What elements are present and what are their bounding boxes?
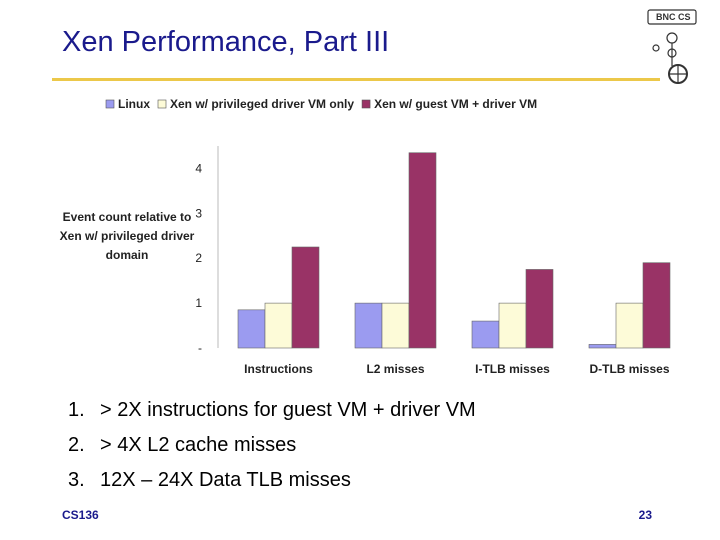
legend-swatch — [105, 99, 115, 109]
bar — [408, 152, 437, 349]
chart-legend: Linux Xen w/ privileged driver VM only Xen… — [105, 97, 537, 111]
bullet-item: 2. > 4X L2 cache misses — [68, 428, 476, 463]
bar — [291, 246, 320, 349]
course-label: CS136 — [62, 508, 99, 522]
legend-label: Xen w/ privileged driver VM only — [170, 97, 354, 111]
bullet-number: 2. — [68, 434, 85, 456]
y-tick-label: 1 — [195, 296, 202, 310]
bar — [498, 302, 527, 349]
bar — [588, 344, 617, 349]
bar — [381, 302, 410, 349]
bar — [471, 320, 500, 349]
slide-title: Xen Performance, Part III — [62, 26, 390, 58]
bullet-text: 12X – 24X Data TLB misses — [100, 469, 351, 491]
legend-label: Xen w/ guest VM + driver VM — [374, 97, 537, 111]
y-tick-label: 4 — [195, 161, 202, 175]
bullet-text: > 2X instructions for guest VM + driver … — [100, 399, 476, 421]
title-underline — [52, 78, 660, 81]
x-tick-label: Instructions — [244, 362, 313, 376]
bnc-cs-logo: BNC CS — [644, 8, 700, 88]
page-number: 23 — [638, 508, 652, 522]
x-axis-labels: Instructions L2 misses I-TLB misses D-TLB m… — [244, 362, 670, 376]
bar — [264, 302, 293, 349]
bar — [525, 269, 554, 349]
x-tick-label: D-TLB misses — [589, 362, 669, 376]
bullet-item: 1. > 2X instructions for guest VM + drive… — [68, 393, 476, 428]
bar-chart: Linux Xen w/ privileged driver VM only Xen… — [105, 97, 671, 376]
bar-group — [237, 152, 671, 349]
legend-swatch — [157, 99, 167, 109]
logo-text: BNC CS — [656, 12, 691, 22]
bullet-number: 1. — [68, 399, 85, 421]
y-axis-title: Event count relative to Xen w/ privilege… — [59, 210, 195, 262]
bicycle-logo-icon — [647, 9, 697, 84]
y-tick-label: - — [198, 341, 202, 355]
bar — [642, 262, 671, 349]
bar — [237, 309, 266, 349]
x-tick-label: L2 misses — [366, 362, 424, 376]
legend-swatch — [361, 99, 371, 109]
bar — [615, 302, 644, 349]
bullet-item: 3. 12X – 24X Data TLB misses — [68, 463, 476, 498]
y-tick-label: 3 — [195, 206, 202, 220]
bar — [354, 302, 383, 349]
bullet-text: > 4X L2 cache misses — [100, 434, 297, 456]
bullet-list: 1. > 2X instructions for guest VM + drive… — [68, 393, 476, 498]
y-axis: - 1 2 3 4 — [195, 146, 219, 355]
y-tick-label: 2 — [195, 251, 202, 265]
bullet-number: 3. — [68, 469, 85, 491]
legend-label: Linux — [118, 97, 150, 111]
x-tick-label: I-TLB misses — [475, 362, 550, 376]
